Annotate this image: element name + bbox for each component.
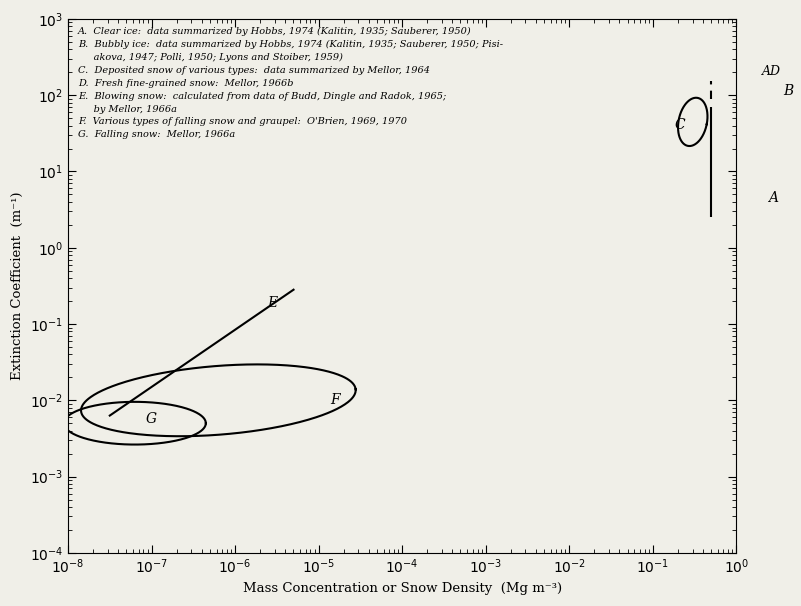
Text: A.  Clear ice:  data summarized by Hobbs, 1974 (Kalitin, 1935; Sauberer, 1950)
B: A. Clear ice: data summarized by Hobbs, …: [78, 27, 503, 139]
Text: C: C: [674, 118, 685, 132]
Text: AD: AD: [762, 65, 781, 78]
Y-axis label: Extinction Coefficient  (m⁻¹): Extinction Coefficient (m⁻¹): [11, 191, 24, 380]
Text: G: G: [146, 412, 157, 427]
Text: B: B: [783, 84, 793, 98]
X-axis label: Mass Concentration or Snow Density  (Mg m⁻³): Mass Concentration or Snow Density (Mg m…: [243, 582, 562, 595]
Text: E: E: [268, 296, 278, 310]
Text: F: F: [331, 393, 340, 407]
Text: A: A: [768, 191, 778, 205]
